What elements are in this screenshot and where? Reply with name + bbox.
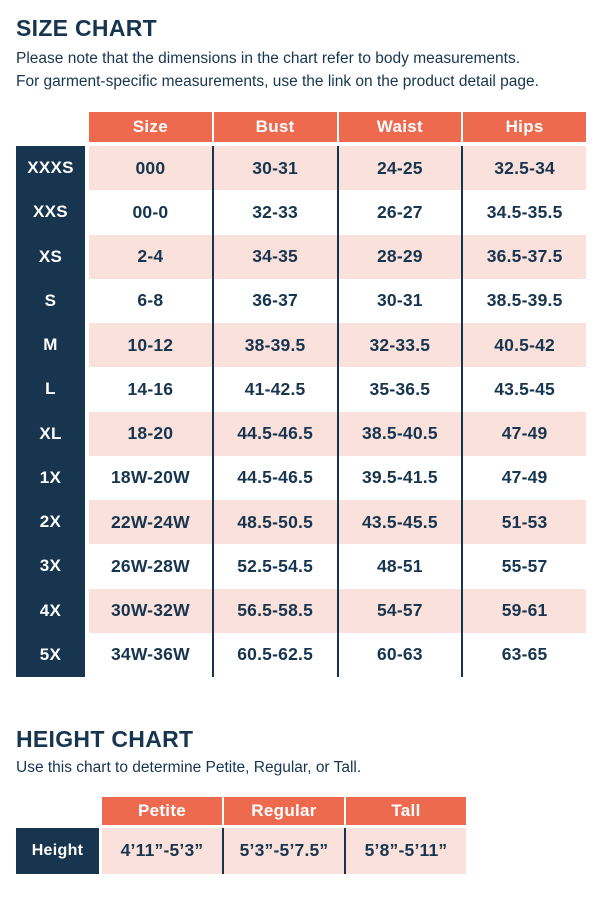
- waist-cell: 35-36.5: [336, 367, 462, 412]
- hips-cell: 43.5-45: [461, 367, 586, 412]
- bust-cell: 36-37: [211, 278, 337, 323]
- size-cell: 18W-20W: [89, 455, 212, 500]
- size-table-row-3x: 3X 26W-28W 52.5-54.5 48-51 55-57: [16, 544, 586, 589]
- size-table-header-spacer: [16, 112, 85, 142]
- bust-cell: 30-31: [211, 146, 337, 191]
- waist-cell: 24-25: [336, 146, 462, 191]
- height-chart-table: Petite Regular Tall Height 4’11”-5’3” 5’…: [16, 796, 466, 874]
- size-table-row-1x: 1X 18W-20W 44.5-46.5 39.5-41.5 47-49: [16, 455, 586, 500]
- waist-cell: 38.5-40.5: [336, 411, 462, 456]
- height-chart-title: HEIGHT CHART: [16, 726, 194, 752]
- waist-cell: 26-27: [336, 190, 462, 235]
- size-table-row-5x: 5X 34W-36W 60.5-62.5 60-63 63-65: [16, 632, 586, 677]
- waist-cell: 32-33.5: [336, 323, 462, 368]
- size-cell: 14-16: [89, 367, 212, 412]
- size-chart-table: Size Bust Waist Hips XXXS 000 30-31 24-2…: [16, 112, 586, 677]
- tall-height-cell: 5’8”-5’11”: [344, 827, 466, 874]
- bust-cell: 32-33: [211, 190, 337, 235]
- bust-cell: 38-39.5: [211, 323, 337, 368]
- column-header-petite: Petite: [102, 796, 222, 825]
- waist-cell: 39.5-41.5: [336, 455, 462, 500]
- size-cell: 18-20: [89, 411, 212, 456]
- size-chart-subtitle-line-2: For garment-specific measurements, use t…: [16, 72, 539, 90]
- size-table-row-s: S 6-8 36-37 30-31 38.5-39.5: [16, 278, 586, 323]
- row-label-3x: 3X: [16, 544, 85, 589]
- hips-cell: 40.5-42: [461, 323, 586, 368]
- hips-cell: 47-49: [461, 455, 586, 500]
- height-table-header-row: Petite Regular Tall: [16, 796, 466, 825]
- row-label-5x: 5X: [16, 632, 85, 677]
- hips-cell: 36.5-37.5: [461, 234, 586, 279]
- size-table-header-row: Size Bust Waist Hips: [16, 112, 586, 142]
- bust-cell: 56.5-58.5: [211, 588, 337, 633]
- hips-cell: 38.5-39.5: [461, 278, 586, 323]
- column-header-size: Size: [89, 112, 212, 142]
- column-header-regular: Regular: [222, 796, 344, 825]
- height-table-header-spacer: [16, 797, 99, 825]
- size-table-row-l: L 14-16 41-42.5 35-36.5 43.5-45: [16, 367, 586, 412]
- row-label-s: S: [16, 278, 85, 323]
- bust-cell: 44.5-46.5: [211, 411, 337, 456]
- bust-cell: 41-42.5: [211, 367, 337, 412]
- waist-cell: 60-63: [336, 632, 462, 677]
- regular-height-cell: 5’3”-5’7.5”: [222, 827, 344, 874]
- size-cell: 000: [89, 146, 212, 191]
- hips-cell: 47-49: [461, 411, 586, 456]
- height-chart-subtitle: Use this chart to determine Petite, Regu…: [16, 759, 362, 776]
- size-cell: 30W-32W: [89, 588, 212, 633]
- size-table-row-xl: XL 18-20 44.5-46.5 38.5-40.5 47-49: [16, 411, 586, 456]
- column-header-waist: Waist: [336, 112, 462, 142]
- size-cell: 10-12: [89, 323, 212, 368]
- size-chart-subtitle: Please note that the dimensions in the c…: [16, 48, 586, 93]
- waist-cell: 54-57: [336, 588, 462, 633]
- hips-cell: 51-53: [461, 500, 586, 545]
- size-table-row-2x: 2X 22W-24W 48.5-50.5 43.5-45.5 51-53: [16, 500, 586, 545]
- waist-cell: 28-29: [336, 234, 462, 279]
- height-table-row: Height 4’11”-5’3” 5’3”-5’7.5” 5’8”-5’11”: [16, 827, 466, 874]
- bust-cell: 52.5-54.5: [211, 544, 337, 589]
- hips-cell: 32.5-34: [461, 146, 586, 191]
- row-label-xl: XL: [16, 411, 85, 456]
- hips-cell: 55-57: [461, 544, 586, 589]
- size-chart-subtitle-line-1: Please note that the dimensions in the c…: [16, 50, 521, 67]
- petite-height-cell: 4’11”-5’3”: [102, 827, 222, 874]
- size-cell: 2-4: [89, 234, 212, 279]
- bust-cell: 44.5-46.5: [211, 455, 337, 500]
- size-table-row-xs: XS 2-4 34-35 28-29 36.5-37.5: [16, 234, 586, 279]
- size-table-row-xxxs: XXXS 000 30-31 24-25 32.5-34: [16, 146, 586, 191]
- bust-cell: 34-35: [211, 234, 337, 279]
- size-cell: 26W-28W: [89, 544, 212, 589]
- row-label-m: M: [16, 323, 85, 368]
- column-header-bust: Bust: [211, 112, 337, 142]
- size-table-row-4x: 4X 30W-32W 56.5-58.5 54-57 59-61: [16, 588, 586, 633]
- size-table-row-xxs: XXS 00-0 32-33 26-27 34.5-35.5: [16, 190, 586, 235]
- waist-cell: 30-31: [336, 278, 462, 323]
- size-cell: 34W-36W: [89, 632, 212, 677]
- hips-cell: 59-61: [461, 588, 586, 633]
- row-label-4x: 4X: [16, 588, 85, 633]
- waist-cell: 43.5-45.5: [336, 500, 462, 545]
- row-label-l: L: [16, 367, 85, 412]
- size-cell: 22W-24W: [89, 500, 212, 545]
- size-table-row-m: M 10-12 38-39.5 32-33.5 40.5-42: [16, 323, 586, 368]
- bust-cell: 60.5-62.5: [211, 632, 337, 677]
- row-label-1x: 1X: [16, 455, 85, 500]
- row-label-xxs: XXS: [16, 190, 85, 235]
- column-header-tall: Tall: [344, 796, 466, 825]
- size-chart-title: SIZE CHART: [16, 15, 157, 41]
- hips-cell: 34.5-35.5: [461, 190, 586, 235]
- column-header-hips: Hips: [461, 112, 586, 142]
- row-label-xs: XS: [16, 234, 85, 279]
- row-label-2x: 2X: [16, 500, 85, 545]
- bust-cell: 48.5-50.5: [211, 500, 337, 545]
- row-label-height: Height: [16, 827, 99, 874]
- size-cell: 6-8: [89, 278, 212, 323]
- row-label-xxxs: XXXS: [16, 146, 85, 191]
- hips-cell: 63-65: [461, 632, 586, 677]
- size-cell: 00-0: [89, 190, 212, 235]
- waist-cell: 48-51: [336, 544, 462, 589]
